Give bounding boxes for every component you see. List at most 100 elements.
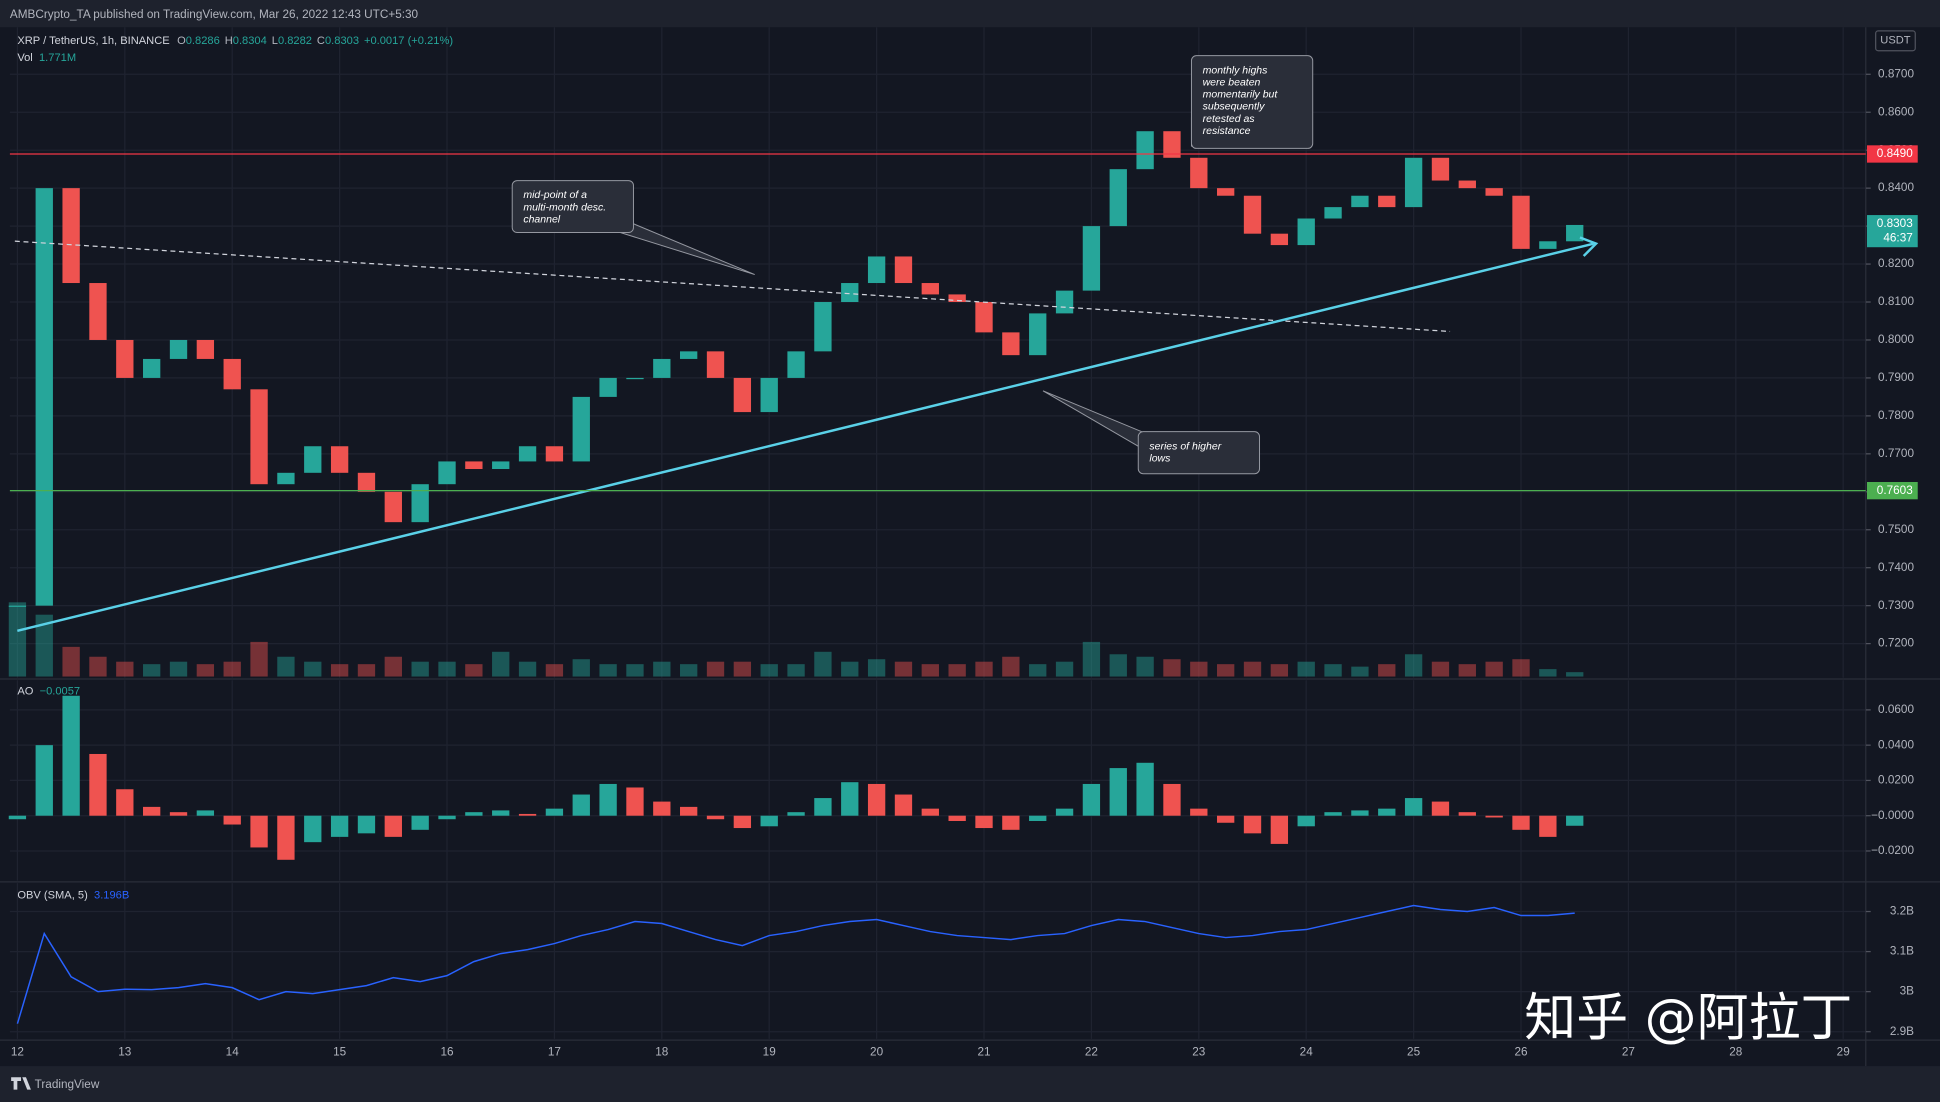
- volume-bar: [653, 661, 671, 677]
- ao-bar: [116, 789, 134, 816]
- candle: [787, 351, 805, 378]
- candle: [196, 339, 215, 359]
- volume-bar: [35, 614, 53, 677]
- volume-bar: [1082, 641, 1101, 677]
- footer-brand: TradingView: [35, 1078, 100, 1091]
- x-tick-label: 22: [1085, 1046, 1098, 1059]
- ao-bar: [89, 753, 107, 816]
- ao-bar: [1109, 768, 1127, 816]
- volume-bar: [1136, 656, 1154, 677]
- volume-bar: [116, 661, 134, 677]
- candle: [1566, 224, 1584, 242]
- volume-bar: [89, 656, 107, 677]
- ao-bar: [1404, 798, 1423, 816]
- ao-bar: [867, 783, 886, 816]
- callout-text: series of higher: [1149, 440, 1221, 452]
- ao-bar: [250, 815, 268, 848]
- ohlc-key: H: [225, 35, 233, 47]
- y-tick-label: 0.8700: [1878, 67, 1914, 80]
- ao-bar: [1378, 808, 1396, 816]
- volume-bar: [975, 661, 993, 677]
- candle: [1485, 188, 1503, 196]
- ao-bar: [814, 798, 832, 816]
- callout-box: [511, 180, 634, 234]
- ao-bar: [626, 787, 644, 816]
- ao-bar: [1270, 815, 1289, 844]
- volume-bar: [1539, 669, 1557, 677]
- candle: [1109, 169, 1127, 227]
- ao-bar: [330, 815, 349, 837]
- ao-bar: [1512, 815, 1530, 830]
- ao-bar: [1431, 801, 1450, 816]
- ao-bar: [223, 815, 241, 825]
- callout-text: mid-point of a: [523, 189, 587, 201]
- ao-bar: [653, 801, 671, 816]
- x-tick-label: 28: [1729, 1046, 1743, 1059]
- y-tick-label: 3.1B: [1890, 945, 1914, 958]
- ao-bar: [143, 806, 161, 816]
- candle: [384, 491, 402, 523]
- y-tick-label: 0.7400: [1878, 561, 1914, 574]
- volume-bar: [1458, 664, 1476, 677]
- y-tick-label: −0.0000: [1871, 809, 1914, 822]
- volume-bar: [680, 664, 698, 677]
- ao-bar: [304, 815, 322, 843]
- candle: [1163, 131, 1181, 158]
- candle: [680, 351, 698, 359]
- candle: [277, 472, 295, 485]
- price-level-label: 0.7603: [1877, 484, 1913, 497]
- volume-bar: [518, 661, 537, 677]
- obv-name: OBV (SMA, 5): [17, 889, 88, 901]
- volume-bar: [223, 661, 241, 677]
- ao-bar: [599, 783, 617, 816]
- ao-bar: [35, 745, 53, 816]
- ohlc-value: 0.8304: [233, 35, 267, 47]
- volume-bar: [599, 664, 617, 677]
- volume-bar: [250, 641, 268, 677]
- candle: [572, 396, 590, 462]
- ao-bar: [948, 815, 966, 821]
- candle: [760, 377, 778, 413]
- candle: [1055, 290, 1074, 314]
- ao-bar: [545, 808, 564, 816]
- volume-bar: [384, 656, 402, 677]
- x-tick-label: 27: [1622, 1046, 1635, 1059]
- candle: [465, 461, 483, 470]
- channel-midline: [14, 240, 1451, 333]
- trendline: [17, 242, 1594, 632]
- volume-bar: [1485, 661, 1503, 677]
- candle: [1002, 332, 1020, 356]
- candle: [1458, 180, 1476, 189]
- ao-bar: [1566, 815, 1584, 826]
- callout-text: subsequently: [1203, 101, 1266, 113]
- candle: [1029, 313, 1047, 356]
- candle: [1324, 207, 1342, 219]
- candle: [599, 377, 617, 397]
- volume-bar: [760, 664, 778, 677]
- candle: [330, 446, 349, 473]
- callout-text: were beaten: [1203, 76, 1261, 88]
- x-tick-label: 13: [118, 1046, 132, 1059]
- callout-text: retested as: [1203, 113, 1256, 125]
- candle: [545, 446, 564, 462]
- x-tick-label: 24: [1300, 1046, 1314, 1059]
- candle: [223, 358, 241, 390]
- candle: [841, 283, 859, 303]
- x-tick-label: 29: [1837, 1046, 1850, 1059]
- volume-bar: [1270, 664, 1289, 677]
- volume-bar: [169, 661, 188, 677]
- volume-bar: [277, 656, 295, 677]
- ao-bar: [8, 815, 27, 820]
- last-price-label: 0.8303: [1877, 217, 1913, 230]
- x-tick-label: 23: [1192, 1046, 1206, 1059]
- ao-bar: [518, 813, 537, 816]
- volume-bar: [1109, 654, 1127, 677]
- y-tick-label: 0.0600: [1878, 703, 1914, 716]
- y-tick-label: 0.7800: [1878, 409, 1914, 422]
- watermark: 知乎 @阿拉丁: [1524, 989, 1852, 1049]
- callout-text: resistance: [1203, 125, 1251, 137]
- candle: [250, 389, 268, 485]
- publish-header: AMBCrypto_TA published on TradingView.co…: [10, 8, 419, 21]
